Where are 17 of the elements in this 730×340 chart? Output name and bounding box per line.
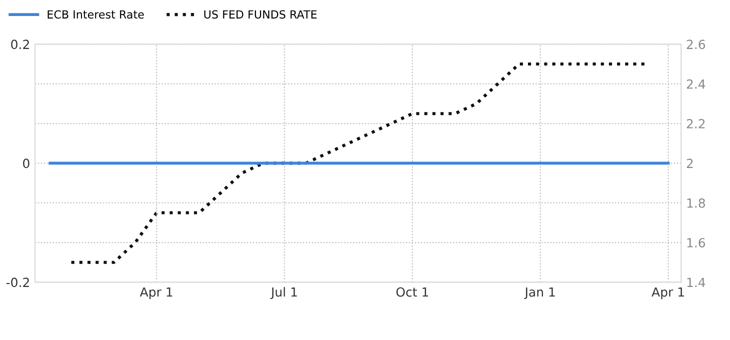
legend-label: US FED FUNDS RATE <box>204 10 317 19</box>
y2-tick-label: 1.6 <box>687 238 706 248</box>
y2-tick-label: 2.2 <box>686 119 705 128</box>
x-tick-label: Jan 1 <box>524 287 555 300</box>
x-tick-label: Jul 1 <box>270 287 297 300</box>
y2-tick-label: 2 <box>686 158 693 168</box>
x-tick-label: Apr 1 <box>652 287 684 300</box>
y-tick-label: 0.2 <box>11 40 29 50</box>
y2-tick-label: 2.6 <box>686 40 706 50</box>
x-tick-label: Apr 1 <box>140 287 172 300</box>
y2-tick-label: 1.8 <box>687 198 705 208</box>
y-tick-label: 0 <box>23 158 30 168</box>
y2-tick-label: 1.4 <box>687 278 706 287</box>
y-tick-label: -0.2 <box>6 278 29 288</box>
x-tick-label: Oct 1 <box>396 287 428 297</box>
legend-label: ECB Interest Rate <box>48 10 144 19</box>
y2-tick-label: 2.4 <box>686 79 706 89</box>
